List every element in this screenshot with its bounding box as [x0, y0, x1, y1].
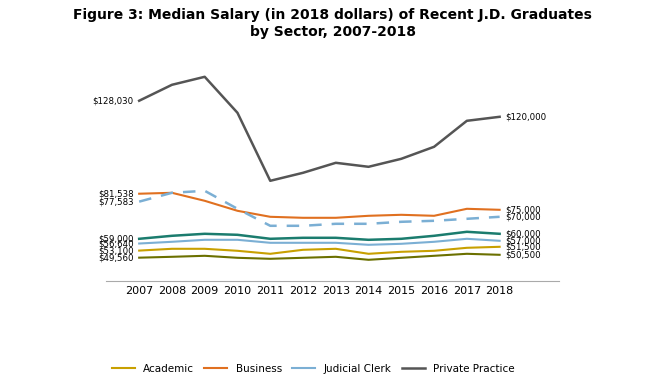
Text: $77,583: $77,583	[98, 197, 134, 206]
Text: $75,000: $75,000	[505, 205, 541, 214]
Text: $56,640: $56,640	[98, 239, 134, 248]
Text: $60,000: $60,000	[505, 229, 541, 238]
Text: $59,000: $59,000	[98, 234, 134, 243]
Text: $81,538: $81,538	[98, 189, 134, 198]
Text: $49,560: $49,560	[98, 253, 134, 262]
Text: $128,030: $128,030	[92, 96, 134, 105]
Text: $51,500: $51,500	[505, 242, 541, 251]
Text: $50,500: $50,500	[505, 250, 541, 259]
Text: $53,100: $53,100	[98, 246, 134, 255]
Title: Figure 3: Median Salary (in 2018 dollars) of Recent J.D. Graduates
by Sector, 20: Figure 3: Median Salary (in 2018 dollars…	[73, 9, 592, 39]
Text: $57,000: $57,000	[505, 236, 541, 245]
Text: $120,000: $120,000	[505, 112, 547, 121]
Text: $70,000: $70,000	[505, 212, 541, 221]
